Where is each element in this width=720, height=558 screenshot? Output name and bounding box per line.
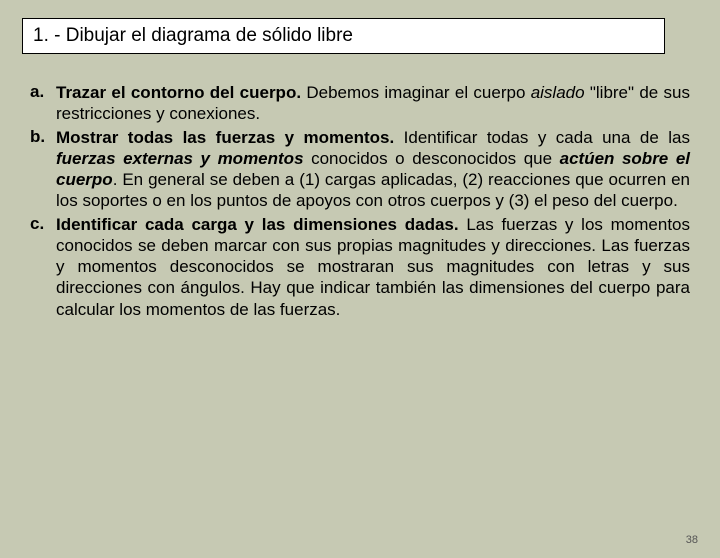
instruction-list: a. Trazar el contorno del cuerpo. Debemo… bbox=[28, 82, 690, 320]
item-rest: Identificar todas y cada una de las bbox=[394, 128, 690, 147]
page-number: 38 bbox=[686, 534, 698, 546]
item-lead: Identificar cada carga y las dimensiones… bbox=[56, 215, 459, 234]
item-rest: Debemos imaginar el cuerpo bbox=[301, 83, 531, 102]
item-text: Trazar el contorno del cuerpo. Debemos i… bbox=[56, 82, 690, 125]
item-lead: Mostrar todas las fuerzas y momentos. bbox=[56, 128, 394, 147]
item-letter: b. bbox=[28, 127, 56, 212]
item-letter: c. bbox=[28, 214, 56, 320]
list-item: c. Identificar cada carga y las dimensio… bbox=[28, 214, 690, 320]
item-text: Mostrar todas las fuerzas y momentos. Id… bbox=[56, 127, 690, 212]
item-rest: conocidos o desconocidos que bbox=[304, 149, 560, 168]
title-box: 1. - Dibujar el diagrama de sólido libre bbox=[22, 18, 665, 54]
item-lead: Trazar el contorno del cuerpo. bbox=[56, 83, 301, 102]
list-item: a. Trazar el contorno del cuerpo. Debemo… bbox=[28, 82, 690, 125]
item-rest: . En general se deben a (1) cargas aplic… bbox=[56, 170, 690, 210]
item-text: Identificar cada carga y las dimensiones… bbox=[56, 214, 690, 320]
list-item: b. Mostrar todas las fuerzas y momentos.… bbox=[28, 127, 690, 212]
item-letter: a. bbox=[28, 82, 56, 125]
item-emph: fuerzas externas y momentos bbox=[56, 149, 304, 168]
item-ital: aislado bbox=[531, 83, 585, 102]
title-text: 1. - Dibujar el diagrama de sólido libre bbox=[33, 25, 353, 46]
content-area: a. Trazar el contorno del cuerpo. Debemo… bbox=[28, 82, 690, 320]
